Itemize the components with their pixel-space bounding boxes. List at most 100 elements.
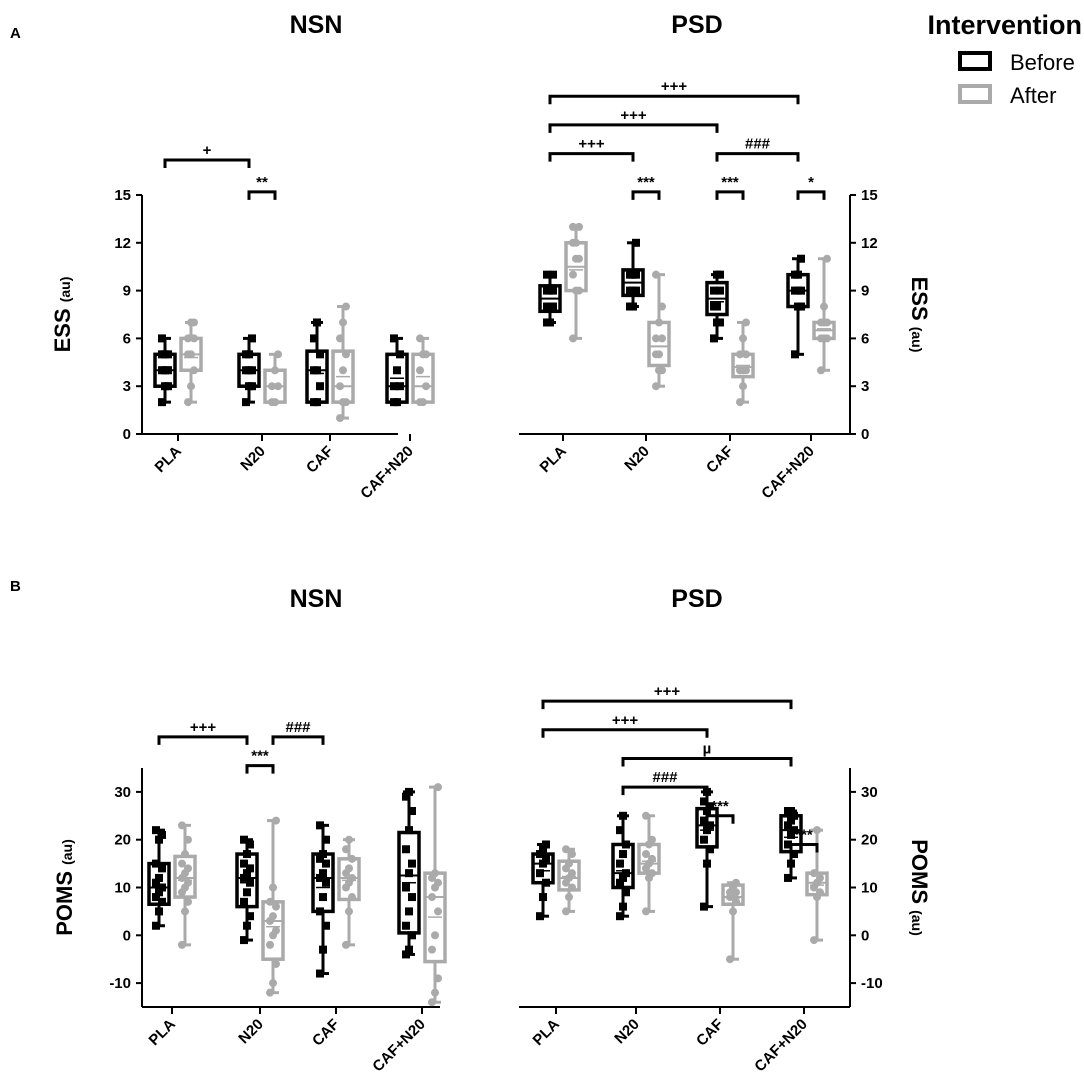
- data-point-circle: [642, 811, 650, 820]
- data-point-square: [408, 931, 416, 940]
- data-point-circle: [642, 850, 650, 859]
- data-point-circle: [416, 366, 424, 375]
- data-point-square: [700, 797, 708, 806]
- data-point-square: [246, 878, 254, 887]
- data-point-circle: [190, 366, 198, 375]
- box-after: [331, 302, 355, 423]
- box-after: [261, 816, 285, 997]
- data-point-circle: [568, 869, 576, 878]
- data-point-circle: [562, 907, 570, 916]
- data-point-square: [716, 270, 724, 279]
- data-point-circle: [342, 350, 350, 359]
- bracket-label: +++: [190, 719, 217, 736]
- data-point-square: [790, 826, 798, 835]
- data-point-circle: [266, 940, 274, 949]
- data-point-square: [155, 873, 163, 882]
- box-before: [153, 334, 177, 407]
- data-point-circle: [269, 883, 277, 892]
- data-point-square: [322, 921, 330, 930]
- data-point-square: [622, 888, 630, 897]
- data-point-square: [243, 869, 251, 878]
- bracket-label: +++: [620, 107, 647, 124]
- bracket-line: [621, 756, 793, 767]
- data-point-circle: [266, 897, 274, 906]
- data-point-circle: [345, 864, 353, 873]
- data-point-square: [158, 830, 166, 839]
- data-point-square: [536, 912, 544, 921]
- box-after: [557, 845, 581, 916]
- data-point-circle: [823, 254, 831, 263]
- box-after: [263, 350, 287, 407]
- data-point-square: [240, 897, 248, 906]
- bracket-line: [789, 842, 819, 853]
- data-point-square: [152, 921, 160, 930]
- data-point-circle: [272, 816, 280, 825]
- significance-bracket: ###: [715, 136, 800, 162]
- y-tick-label: 10: [114, 880, 131, 897]
- data-point-square: [797, 286, 805, 295]
- data-point-square: [402, 950, 410, 959]
- data-point-circle: [648, 854, 656, 863]
- data-point-circle: [336, 414, 344, 423]
- data-point-square: [155, 835, 163, 844]
- data-point-circle: [652, 334, 660, 343]
- significance-bracket: ***: [245, 748, 275, 774]
- box-before: [385, 334, 409, 407]
- data-point-square: [322, 878, 330, 887]
- x-category-label: CAF: [309, 1016, 343, 1050]
- bracket-label: ###: [652, 769, 678, 786]
- data-point-square: [316, 821, 324, 830]
- bracket-label: ***: [637, 174, 655, 191]
- data-point-circle: [272, 902, 280, 911]
- data-point-circle: [562, 845, 570, 854]
- data-point-circle: [820, 302, 828, 311]
- data-point-square: [616, 859, 624, 868]
- data-point-circle: [823, 318, 831, 327]
- data-point-circle: [817, 366, 825, 375]
- data-point-square: [542, 840, 550, 849]
- bracket-line: [541, 699, 793, 710]
- data-point-square: [242, 398, 250, 407]
- data-point-square: [240, 936, 248, 945]
- significance-bracket: ***: [715, 174, 745, 200]
- bracket-label: **: [256, 174, 268, 191]
- data-point-circle: [569, 222, 577, 231]
- data-point-circle: [339, 366, 347, 375]
- data-point-square: [319, 850, 327, 859]
- bracket-label: +: [203, 142, 212, 159]
- bracket-line: [796, 190, 826, 200]
- data-point-circle: [434, 878, 442, 887]
- panel-a-nsn: NSN 0 3 6 9 12 15 ESS (au) PLA N20 CAF CAF+N20 + **: [50, 11, 435, 502]
- data-point-square: [152, 826, 160, 835]
- data-point-square: [716, 318, 724, 327]
- data-point-square: [706, 845, 714, 854]
- data-point-circle: [726, 955, 734, 964]
- data-point-square: [616, 826, 624, 835]
- legend-swatch-after: [958, 84, 992, 104]
- data-point-circle: [565, 893, 573, 902]
- significance-bracket: µ: [621, 740, 793, 767]
- significance-bracket: ###: [271, 719, 325, 745]
- data-point-circle: [274, 382, 282, 391]
- data-point-square: [700, 902, 708, 911]
- data-point-square: [619, 873, 627, 882]
- significance-bracket: ***: [789, 826, 819, 853]
- box-before: [786, 254, 810, 359]
- box-after: [337, 835, 361, 949]
- data-point-square: [546, 286, 554, 295]
- data-point-circle: [575, 286, 583, 295]
- data-point-square: [402, 883, 410, 892]
- data-point-square: [543, 270, 551, 279]
- data-point-square: [619, 811, 627, 820]
- data-point-square: [542, 878, 550, 887]
- data-point-circle: [178, 859, 186, 868]
- data-point-square: [158, 897, 166, 906]
- bracket-label: ***: [795, 826, 813, 843]
- bracket-line: [705, 814, 735, 824]
- panel-b-nsn: NSN -10 0 10 20 30 POMS (au) PLA N20 CAF CAF+N20 ++…: [52, 585, 447, 1075]
- data-point-square: [248, 334, 256, 343]
- significance-bracket: +++: [548, 136, 635, 162]
- data-point-circle: [342, 845, 350, 854]
- data-point-circle: [178, 821, 186, 830]
